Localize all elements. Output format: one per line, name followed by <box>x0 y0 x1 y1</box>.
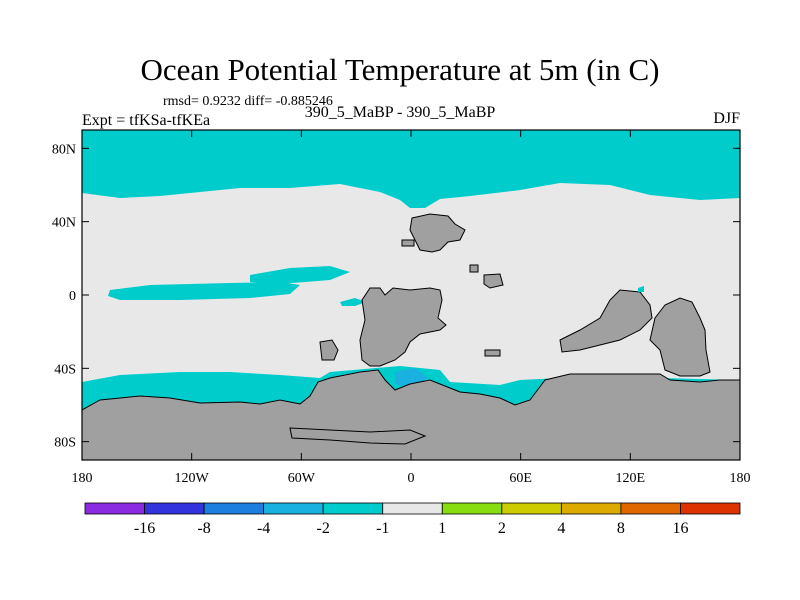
colorbar-label: -2 <box>317 520 330 537</box>
colorbar-swatch <box>263 502 324 515</box>
land-small-island-3 <box>483 273 504 289</box>
map-field <box>82 130 740 460</box>
tropical-cold-band <box>108 282 300 300</box>
season-label: DJF <box>713 110 740 127</box>
land-main-continent <box>359 287 447 367</box>
x-tick-label: 180 <box>730 471 751 486</box>
y-tick-label: 40S <box>54 362 76 377</box>
stats-label: rmsd= 0.9232 diff= -0.885246 <box>163 94 333 109</box>
land-southern-ocean-feature <box>289 427 427 445</box>
colorbar-swatch <box>560 502 622 515</box>
tropical-cold-patch <box>250 266 350 284</box>
colorbar-label: -16 <box>134 520 155 537</box>
case-label: 390_5_MaBP - 390_5_MaBP <box>304 104 496 121</box>
colorbar-swatch <box>501 502 562 515</box>
axis-ticks: 180 120W 60W 0 60E 120E 180 80N 40N 0 40S 80S <box>52 130 751 486</box>
x-tick-label: 60E <box>509 471 532 486</box>
y-tick-label: 80S <box>54 436 76 451</box>
experiment-label: Expt = tfKSa-tfKEa <box>82 112 211 129</box>
colorbar-swatch <box>144 502 205 515</box>
x-tick-label: 120W <box>175 471 210 486</box>
land-masses <box>82 213 740 460</box>
colorbar-label: 16 <box>672 520 688 537</box>
land-small-island-4 <box>401 239 415 247</box>
colorbar-label: -1 <box>376 520 389 537</box>
south-atlantic-cold-patch <box>395 368 428 388</box>
x-tick-label: 120E <box>616 471 646 486</box>
colorbar-swatch <box>680 502 741 515</box>
colorbar-swatch <box>382 502 443 515</box>
southern-hemisphere-anomaly <box>638 286 644 292</box>
land-eastern-peninsula <box>559 289 653 353</box>
land-small-island-2 <box>469 264 479 273</box>
colorbar-label: 8 <box>617 520 625 537</box>
chart-title: Ocean Potential Temperature at 5m (in C) <box>140 52 660 87</box>
x-tick-label: 60W <box>288 471 316 486</box>
y-tick-label: 40N <box>52 216 76 231</box>
x-tick-label: 0 <box>408 471 415 486</box>
colorbar-swatch <box>322 502 384 515</box>
colorbar-label: 1 <box>438 520 446 537</box>
colorbar-label: 4 <box>557 520 565 537</box>
land-small-island-1 <box>319 339 339 361</box>
colorbar-swatch <box>203 502 265 515</box>
land-southern-continent <box>82 369 740 460</box>
arctic-cold-anomaly <box>82 130 740 208</box>
colorbar-swatch <box>84 502 145 515</box>
y-tick-label: 80N <box>52 142 76 157</box>
colorbar-label: 2 <box>498 520 506 537</box>
x-tick-label: 180 <box>72 471 93 486</box>
colorbar-label: -8 <box>197 520 210 537</box>
small-cold-patch <box>340 298 366 306</box>
land-eastern-continent <box>649 297 711 377</box>
land-northern-island <box>409 213 466 253</box>
land-small-island-5 <box>484 349 501 357</box>
y-tick-label: 0 <box>69 289 76 304</box>
colorbar-label: -4 <box>257 520 270 537</box>
colorbar-swatch <box>620 502 681 515</box>
colorbar-swatch <box>441 502 503 515</box>
